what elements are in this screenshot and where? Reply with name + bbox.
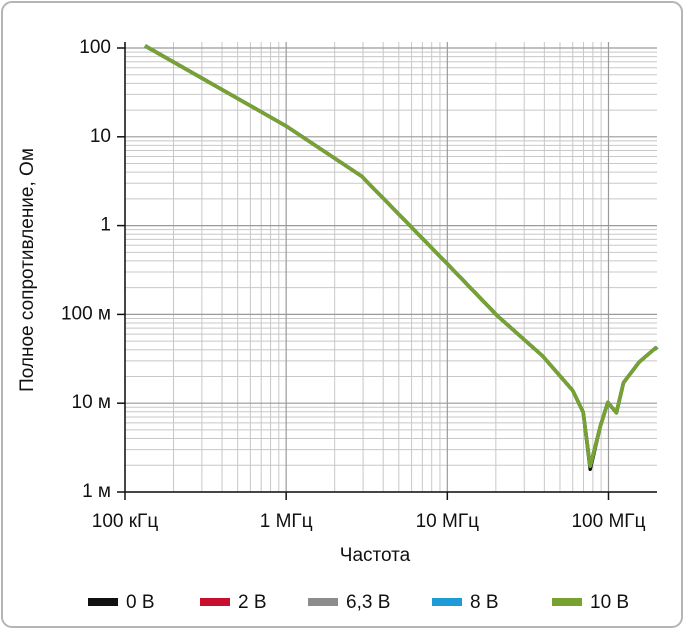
legend-swatch xyxy=(432,598,462,606)
x-tick-label: 100 кГц xyxy=(92,511,159,532)
y-tick-label: 10 м xyxy=(72,392,111,413)
legend-label: 0 В xyxy=(126,592,155,613)
y-tick-label: 100 xyxy=(79,37,111,58)
y-axis-label: Полное сопротивление, Ом xyxy=(17,148,38,392)
y-tick-label: 100 м xyxy=(61,303,111,324)
legend-swatch xyxy=(308,598,338,606)
legend-label: 10 В xyxy=(590,592,629,613)
legend-label: 8 В xyxy=(470,592,499,613)
y-tick-label: 1 м xyxy=(82,481,111,502)
legend-swatch xyxy=(200,598,230,606)
x-tick-label: 1 МГц xyxy=(260,511,313,532)
x-tick-label: 10 МГц xyxy=(416,511,480,532)
legend-label: 2 В xyxy=(238,592,267,613)
y-tick-label: 10 xyxy=(90,126,111,147)
series-line xyxy=(144,44,659,468)
legend-label: 6,3 В xyxy=(346,592,390,613)
y-tick-label: 1 xyxy=(100,215,111,236)
legend-swatch xyxy=(88,598,118,606)
x-axis-label: Частота xyxy=(340,545,411,566)
legend-swatch xyxy=(552,598,582,606)
x-tick-label: 100 МГц xyxy=(571,511,645,532)
